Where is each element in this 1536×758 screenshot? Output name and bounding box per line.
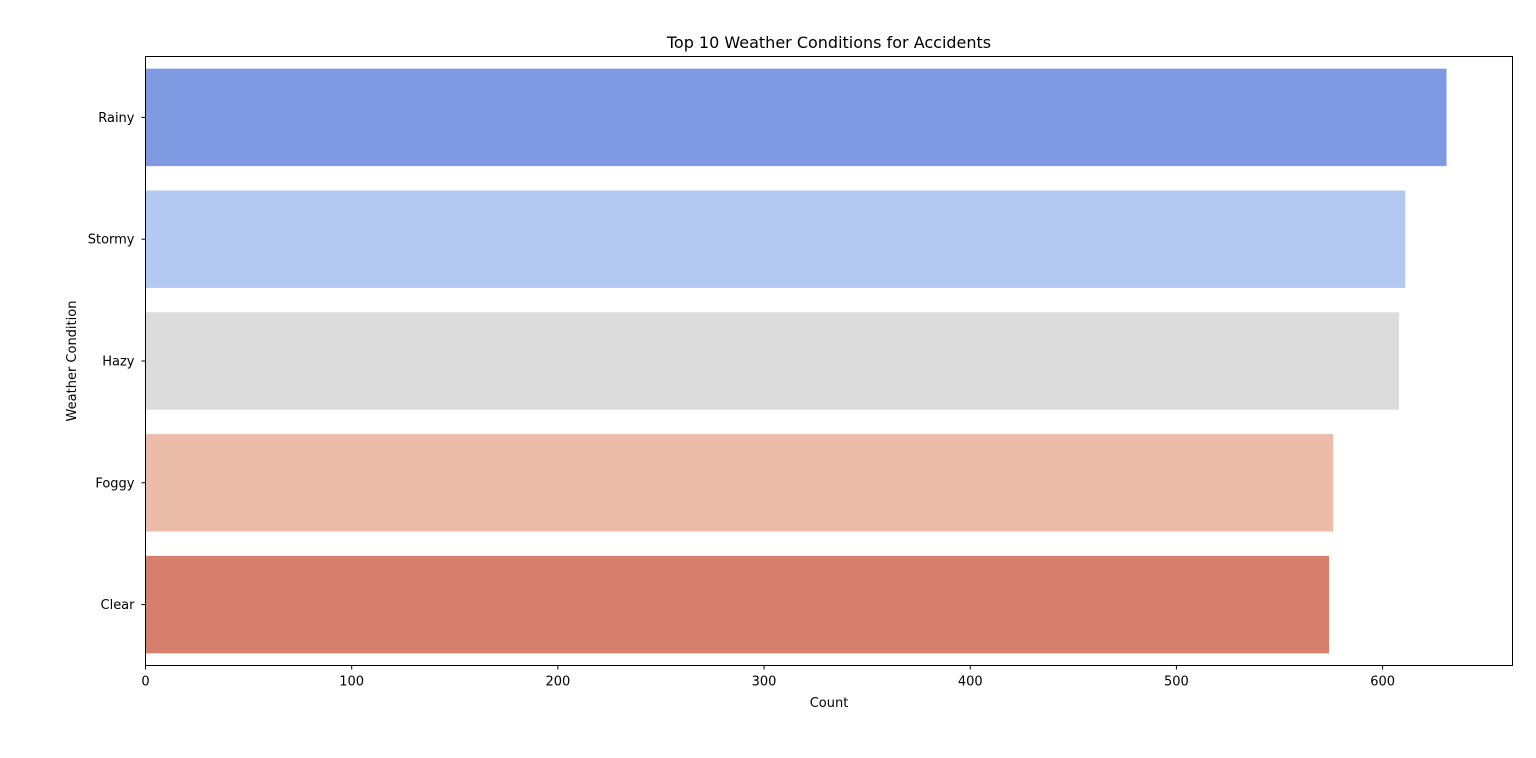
- bar-rainy: [145, 68, 1447, 167]
- y-tick-label: Hazy: [102, 355, 135, 370]
- x-axis-label: Count: [810, 696, 849, 711]
- x-tick-label: 400: [958, 675, 983, 690]
- bar-clear: [145, 555, 1329, 654]
- x-tick-label: 600: [1370, 675, 1395, 690]
- bar-foggy: [145, 434, 1334, 532]
- y-axis: Rainy Stormy Hazy Foggy Clear: [88, 111, 146, 613]
- y-axis-label: Weather Condition: [65, 301, 80, 422]
- bar-stormy: [145, 190, 1406, 288]
- x-tick-label: 0: [141, 675, 149, 690]
- plot-frame: [145, 56, 1513, 666]
- bar-hazy: [145, 312, 1400, 410]
- x-tick-label: 300: [752, 675, 777, 690]
- x-axis: 0 100 200 300 400 500 600: [141, 665, 1395, 690]
- chart-title: Top 10 Weather Conditions for Accidents: [666, 33, 991, 52]
- x-tick-label: 500: [1164, 675, 1189, 690]
- y-tick-label: Rainy: [98, 111, 135, 126]
- y-tick-label: Stormy: [88, 233, 135, 248]
- bars-layer: [145, 68, 1447, 654]
- x-tick-label: 100: [339, 675, 364, 690]
- x-tick-label: 200: [545, 675, 570, 690]
- y-tick-label: Foggy: [95, 476, 134, 491]
- y-tick-label: Clear: [101, 598, 136, 613]
